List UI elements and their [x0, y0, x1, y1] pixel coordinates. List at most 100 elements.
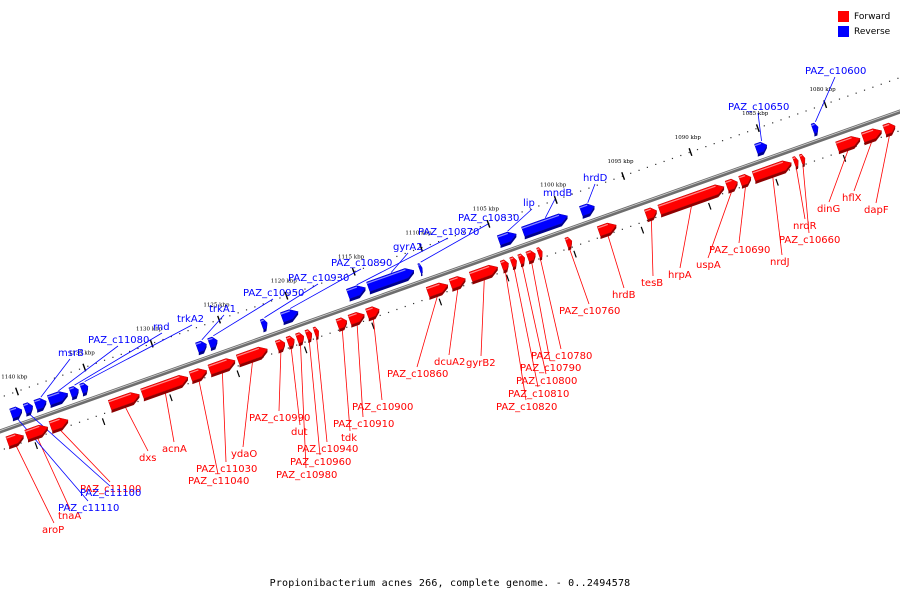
leader-line-dapF	[875, 133, 891, 204]
track-dot	[496, 273, 498, 275]
leader-line-hrpA	[679, 204, 693, 269]
track-dot	[45, 433, 47, 435]
track-dot	[438, 240, 440, 243]
tick-mark	[351, 267, 356, 276]
track-dot	[321, 282, 323, 284]
gene-label-PAZ_c10870: PAZ_c10870	[418, 227, 479, 238]
leader-line-dcuA2	[448, 287, 459, 356]
track-dot	[830, 154, 832, 156]
gene-label-rnd: rnd	[153, 322, 170, 333]
track-dot	[772, 122, 774, 124]
gene-arrow-highlight	[260, 319, 264, 322]
leader-line-PAZ_c10870	[356, 237, 449, 286]
track-dot	[471, 229, 473, 231]
leader-line-PAZ_c10960	[308, 340, 321, 456]
gene-arrow-shadow	[82, 386, 89, 397]
leader-line-dinG	[828, 148, 850, 203]
tick-mark-lower	[371, 322, 375, 330]
leader-line-PAZ_c10810	[513, 267, 539, 388]
track-dot	[897, 77, 899, 79]
gene-arrow-shadow	[886, 126, 896, 138]
gene-arrow-highlight	[658, 185, 716, 208]
leader-line-PAZ_c10950	[213, 298, 274, 337]
leader-line-PAZ_c10930	[264, 283, 319, 318]
track-dot	[371, 264, 373, 266]
gene-arrow-highlight	[189, 369, 199, 374]
track-dot	[830, 101, 832, 103]
gene-label-PAZ_c11100: PAZ_c11100	[80, 484, 141, 495]
gene-arrow-highlight	[811, 123, 815, 127]
track-dot	[822, 157, 824, 159]
leader-line-PAZ_c10800	[521, 264, 547, 375]
tick-label: 1080 kbp	[810, 87, 837, 93]
track-dot	[655, 163, 657, 166]
gene-arrow-trkA1	[195, 340, 207, 356]
gene-arrow-highlight	[207, 337, 213, 341]
gene-arrow-hflX	[860, 128, 883, 146]
gene-arrow-PAZ_c10950	[207, 336, 218, 351]
track-dot	[70, 424, 72, 426]
leader-line-acnA	[164, 391, 175, 443]
track-dot	[646, 219, 649, 222]
track-dot	[95, 415, 97, 417]
gene-label-dcuA2: dcuA2	[434, 357, 465, 368]
gene-label-tdk: tdk	[341, 433, 357, 444]
gene-arrow-PAZ_c10870	[345, 285, 366, 302]
gene-arrow-highlight	[883, 123, 890, 128]
gene-arrow-highlight	[208, 359, 227, 367]
gene-label-PAZ_c11080: PAZ_c11080	[88, 335, 149, 346]
tick-mark	[217, 315, 222, 324]
forward-swatch	[838, 11, 849, 22]
gene-label-PAZ_c10790: PAZ_c10790	[520, 363, 581, 374]
track-dot	[463, 232, 465, 234]
gene-arrow-PAZ_c11110	[9, 406, 23, 422]
gene-arrow-highlight	[34, 399, 41, 403]
gene-arrow-highlight	[738, 175, 746, 179]
track-dot	[788, 116, 790, 118]
gene-arrow-highlight	[366, 269, 406, 285]
gene-arrow-body	[468, 264, 499, 282]
gene-arrow-mndB	[521, 213, 568, 240]
gene-arrow-highlight	[275, 340, 281, 344]
gene-label-PAZ_c10660: PAZ_c10660	[779, 235, 840, 246]
track-dot	[671, 157, 674, 160]
track-dot	[471, 282, 473, 284]
track-dot	[387, 311, 390, 314]
track-dot	[95, 362, 97, 364]
gene-arrow-shadow	[500, 234, 517, 249]
track-dot	[271, 353, 273, 355]
track-dot	[346, 273, 348, 275]
track-dot	[87, 365, 89, 367]
track-dot	[112, 356, 114, 358]
gene-arrow-PAZ_c10690	[738, 173, 752, 189]
tick-mark-lower	[34, 442, 38, 450]
gene-arrow-highlight	[526, 251, 531, 254]
tick-label: 1140 kbp	[1, 374, 28, 380]
track-dot	[3, 395, 5, 397]
gene-arrow-rnd	[68, 386, 79, 401]
gene-arrow-shadow	[28, 427, 48, 443]
gene-arrows	[5, 122, 896, 450]
gene-arrow-shadow	[351, 314, 365, 328]
gene-arrow-msrB	[33, 397, 47, 413]
gene-label-PAZ_c11100: PAZ_c11100	[80, 488, 141, 499]
gene-arrow-dapF	[882, 122, 896, 138]
track-dot	[705, 145, 707, 148]
gene-arrow-shadow	[368, 309, 380, 322]
track-dot	[412, 249, 415, 252]
gene-arrow-highlight	[861, 129, 874, 135]
gene-arrow-highlight	[295, 333, 300, 336]
track-dot	[220, 318, 223, 320]
gene-arrow-shadow	[339, 320, 347, 332]
gene-arrow-ydaO	[235, 346, 268, 368]
track-dot	[421, 299, 423, 302]
tick-mark-lower	[303, 346, 308, 354]
gene-arrow-body	[107, 392, 140, 411]
leader-line-PAZ_c10910	[356, 323, 364, 418]
track-dot	[20, 389, 22, 391]
tick-mark-lower	[573, 250, 577, 258]
leader-line-dut	[290, 346, 301, 426]
gene-label-PAZ_c10650: PAZ_c10650	[728, 102, 789, 113]
gene-arrow-shadow	[755, 162, 792, 184]
